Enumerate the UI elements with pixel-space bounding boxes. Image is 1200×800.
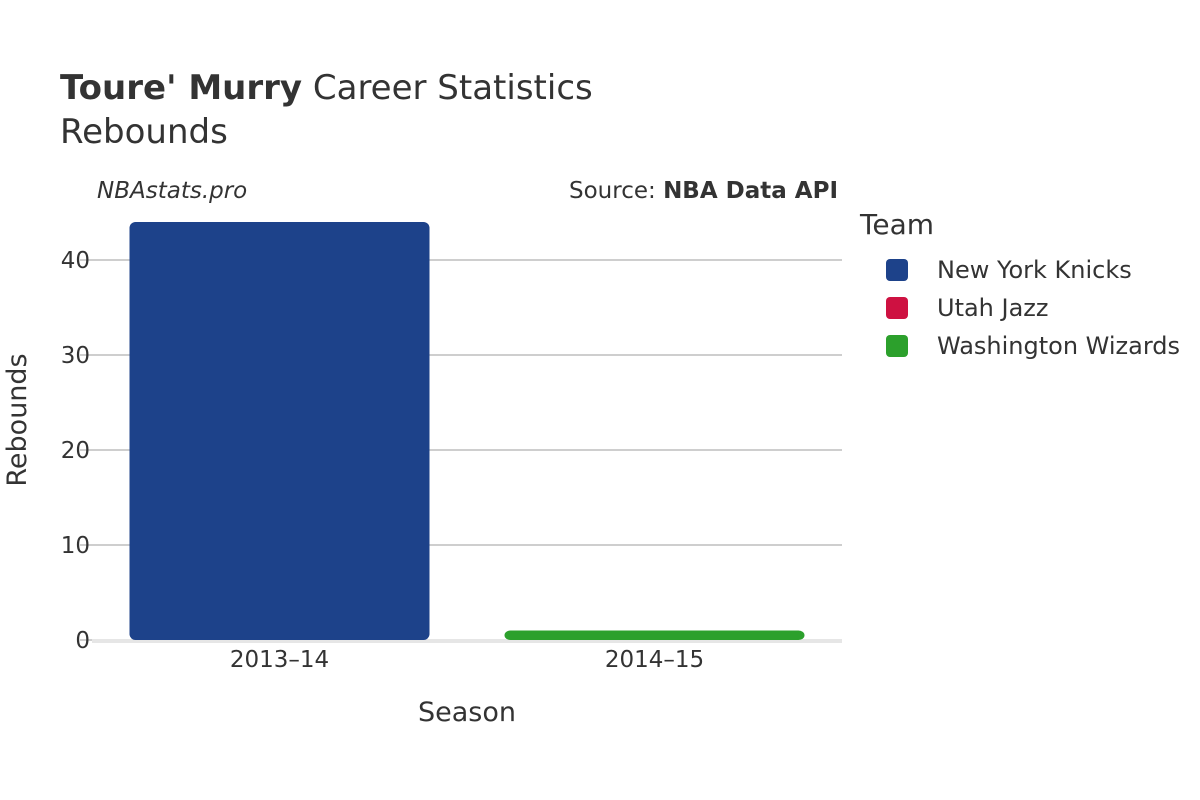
y-tick-label: 30: [61, 343, 90, 369]
watermark: NBAstats.pro: [97, 178, 248, 204]
chart-subtitle: Rebounds: [60, 112, 228, 152]
bar-washington-wizards-2014–15: [504, 630, 805, 640]
chart-title: Toure' Murry Career Statistics: [60, 66, 593, 110]
legend-item-utah-jazz[interactable]: Utah Jazz: [886, 289, 1180, 327]
legend-swatch: [886, 297, 908, 319]
legend-title: Team: [860, 208, 935, 241]
x-axis-title: Season: [418, 697, 516, 728]
legend-swatch: [886, 259, 908, 281]
legend-label: Utah Jazz: [937, 294, 1049, 322]
source-prefix: Source:: [569, 178, 664, 204]
title-suffix: Career Statistics: [302, 68, 593, 108]
y-tick-label: 0: [75, 628, 90, 654]
source-name: NBA Data API: [663, 178, 838, 204]
legend-item-washington-wizards[interactable]: Washington Wizards: [886, 327, 1180, 365]
y-tick-label: 40: [61, 248, 90, 274]
legend-label: Washington Wizards: [937, 332, 1181, 360]
source-credit: Source: NBA Data API: [569, 178, 838, 204]
bar-new-york-knicks-2013–14: [129, 222, 430, 640]
legend-item-new-york-knicks[interactable]: New York Knicks: [886, 251, 1180, 289]
y-tick-label: 20: [61, 438, 90, 464]
legend-swatch: [886, 335, 908, 357]
legend: Team New York Knicks Utah Jazz Washingto…: [860, 208, 1180, 365]
x-tick-label: 2014–15: [605, 647, 704, 673]
y-axis-title: Rebounds: [2, 353, 33, 486]
x-tick-label: 2013–14: [230, 647, 329, 673]
legend-label: New York Knicks: [937, 256, 1132, 284]
y-tick-label: 10: [61, 533, 90, 559]
player-name: Toure' Murry: [60, 68, 303, 108]
